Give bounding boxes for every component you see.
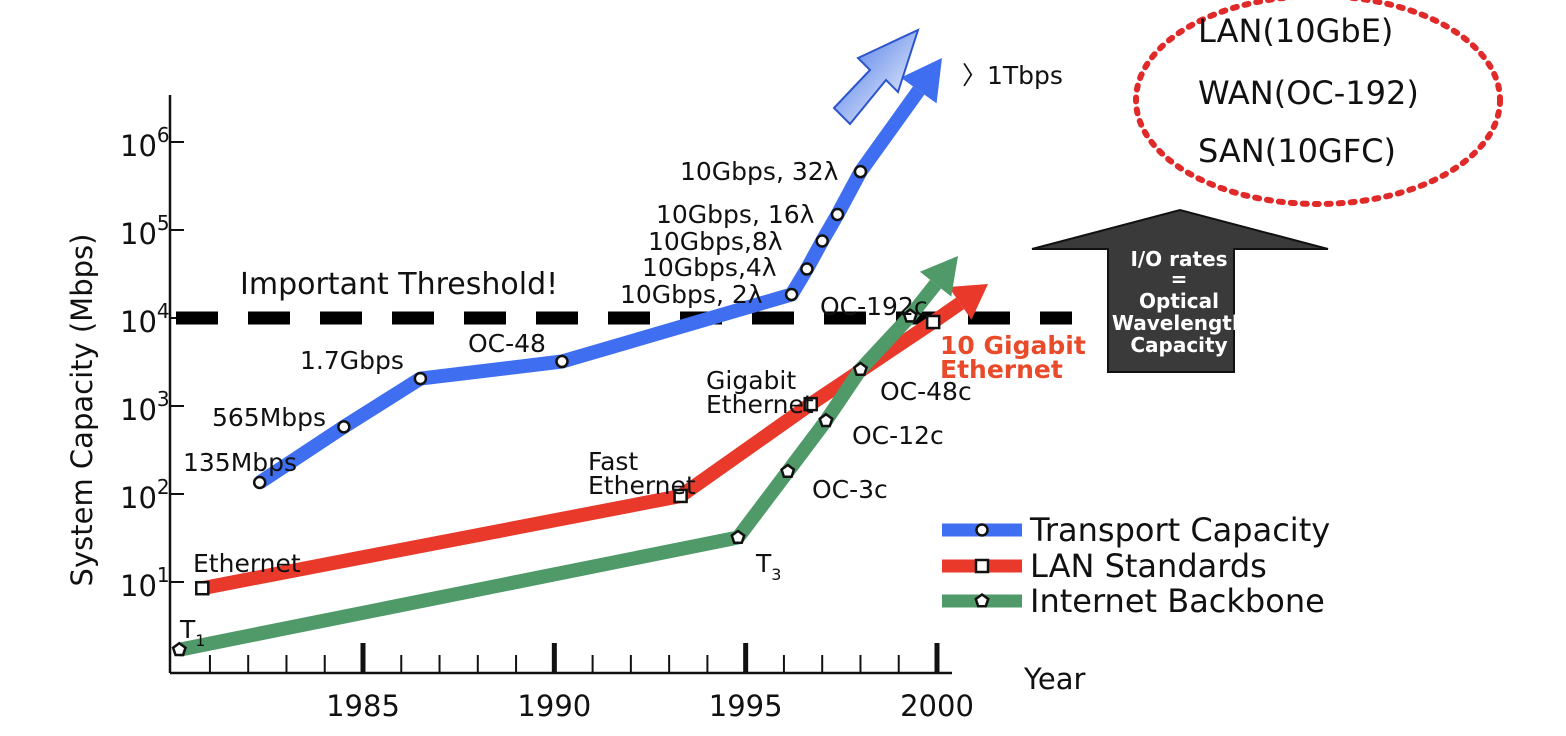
point-label-t1: T1: [179, 615, 205, 650]
point-label-oc-192c: OC-192c: [820, 292, 928, 321]
x-tick-label-1995: 1995: [709, 689, 783, 723]
hollow-arrow-icon: [832, 28, 920, 126]
point-label-10gbps-2: 10Gbps, 2λ: [620, 280, 763, 309]
marker-internet-backbone-2: [780, 463, 796, 479]
x-axis-title: Year: [1023, 662, 1085, 696]
point-label-oc-3c: OC-3c: [812, 475, 888, 504]
marker-lan-standards-3: [925, 314, 941, 330]
io-rates-line-3: Wavelength: [1112, 311, 1246, 335]
marker-internet-backbone-4: [852, 361, 869, 376]
point-label-565mbps: 565Mbps: [212, 403, 326, 432]
marker-transport-capacity-0: [252, 475, 267, 490]
marker-lan-standards-2: [803, 396, 818, 412]
marker-internet-backbone-3: [818, 412, 834, 428]
marker-transport-capacity-7: [830, 207, 845, 222]
marker-layer: [171, 164, 941, 657]
point-label-1-7gbps: 1.7Gbps: [300, 346, 404, 375]
marker-transport-capacity-4: [784, 287, 799, 302]
legend-marker-transport-capacity: [975, 523, 989, 537]
y-tick-label-3: 103: [120, 387, 170, 427]
marker-lan-standards-0: [195, 580, 210, 596]
io-rates-line-0: I/O rates: [1130, 247, 1227, 271]
point-label-ethernet: Ethernet: [193, 549, 301, 578]
ellipse-callout: [1133, 0, 1503, 207]
marker-lan-standards-1: [673, 488, 688, 504]
ellipse-line-1: WAN(OC-192): [1198, 74, 1419, 112]
transport-end-label: 〉1Tbps: [962, 61, 1063, 90]
marker-internet-backbone-5: [902, 308, 918, 323]
transport-arrow-shaft: [854, 86, 925, 176]
marker-transport-capacity-3: [555, 354, 569, 369]
marker-internet-backbone-0: [171, 641, 187, 657]
ellipse-line-2: SAN(10GFC): [1198, 132, 1396, 170]
point-label-10gbps-8: 10Gbps,8λ: [648, 227, 783, 256]
point-label-10gbps-4: 10Gbps,4λ: [642, 253, 777, 282]
io-rates-line-4: Capacity: [1130, 333, 1227, 357]
marker-transport-capacity-8: [853, 164, 868, 179]
marker-internet-backbone-1: [730, 529, 746, 545]
point-label-oc-12c: OC-12c: [852, 421, 944, 450]
legend-marker-internet-backbone: [974, 592, 990, 608]
point-label-135mbps: 135Mbps: [183, 448, 297, 477]
x-tick-label-1985: 1985: [326, 689, 400, 723]
backbone-arrow-shaft: [904, 279, 942, 321]
point-label-10gbps-32: 10Gbps, 32λ: [680, 157, 839, 186]
io-rates-arrow: [1031, 208, 1329, 373]
backbone-arrow-head: [919, 256, 958, 297]
legend-marker-lan-standards: [974, 558, 990, 574]
point-label-oc-48: OC-48: [468, 329, 546, 358]
legend-label-transport-capacity: Transport Capacity: [1029, 511, 1330, 549]
y-tick-label-5: 105: [120, 211, 170, 251]
x-tick-label-1990: 1990: [517, 689, 591, 723]
marker-transport-capacity-5: [800, 262, 814, 276]
threshold-layer: Important Threshold!: [176, 267, 1072, 325]
y-tick-label-2: 102: [120, 475, 170, 515]
transport-arrow-head: [900, 58, 942, 104]
point-label-oc-48c: OC-48c: [880, 377, 972, 406]
legend-label-internet-backbone: Internet Backbone: [1030, 582, 1325, 620]
point-label-10-gigabit-ethernet: 10 Gigabit Ethernet: [940, 331, 1086, 384]
y-tick-label-4: 104: [120, 299, 170, 339]
y-tick-label-6: 106: [120, 123, 170, 163]
x-tick-label-2000: 2000: [900, 689, 974, 723]
y-axis-title: System Capacity (Mbps): [65, 234, 99, 587]
marker-transport-capacity-6: [815, 234, 829, 248]
marker-transport-capacity-2: [413, 371, 428, 386]
ellipse-line-0: LAN(10GbE): [1198, 12, 1393, 50]
point-label-fast-ethernet: Fast Ethernet: [588, 447, 696, 500]
marker-transport-capacity-1: [337, 420, 351, 434]
threshold-label: Important Threshold!: [240, 267, 558, 302]
legend-label-lan-standards: LAN Standards: [1030, 547, 1267, 585]
y-tick-label-1: 101: [120, 563, 170, 603]
series-line-internet-backbone: [177, 311, 916, 657]
lan-arrow-head: [948, 284, 988, 320]
point-label-t3: T3: [755, 549, 781, 584]
point-label-gigabit-ethernet: Gigabit Ethernet: [706, 366, 814, 419]
axes-layer: 1985 1990 1995 2000 101 102 103 104 105 106 System…: [65, 95, 1085, 723]
point-label-10gbps-16: 10Gbps, 16λ: [656, 200, 815, 229]
io-rates-line-1: =: [1171, 267, 1188, 291]
io-rates-line-2: Optical: [1139, 289, 1219, 313]
